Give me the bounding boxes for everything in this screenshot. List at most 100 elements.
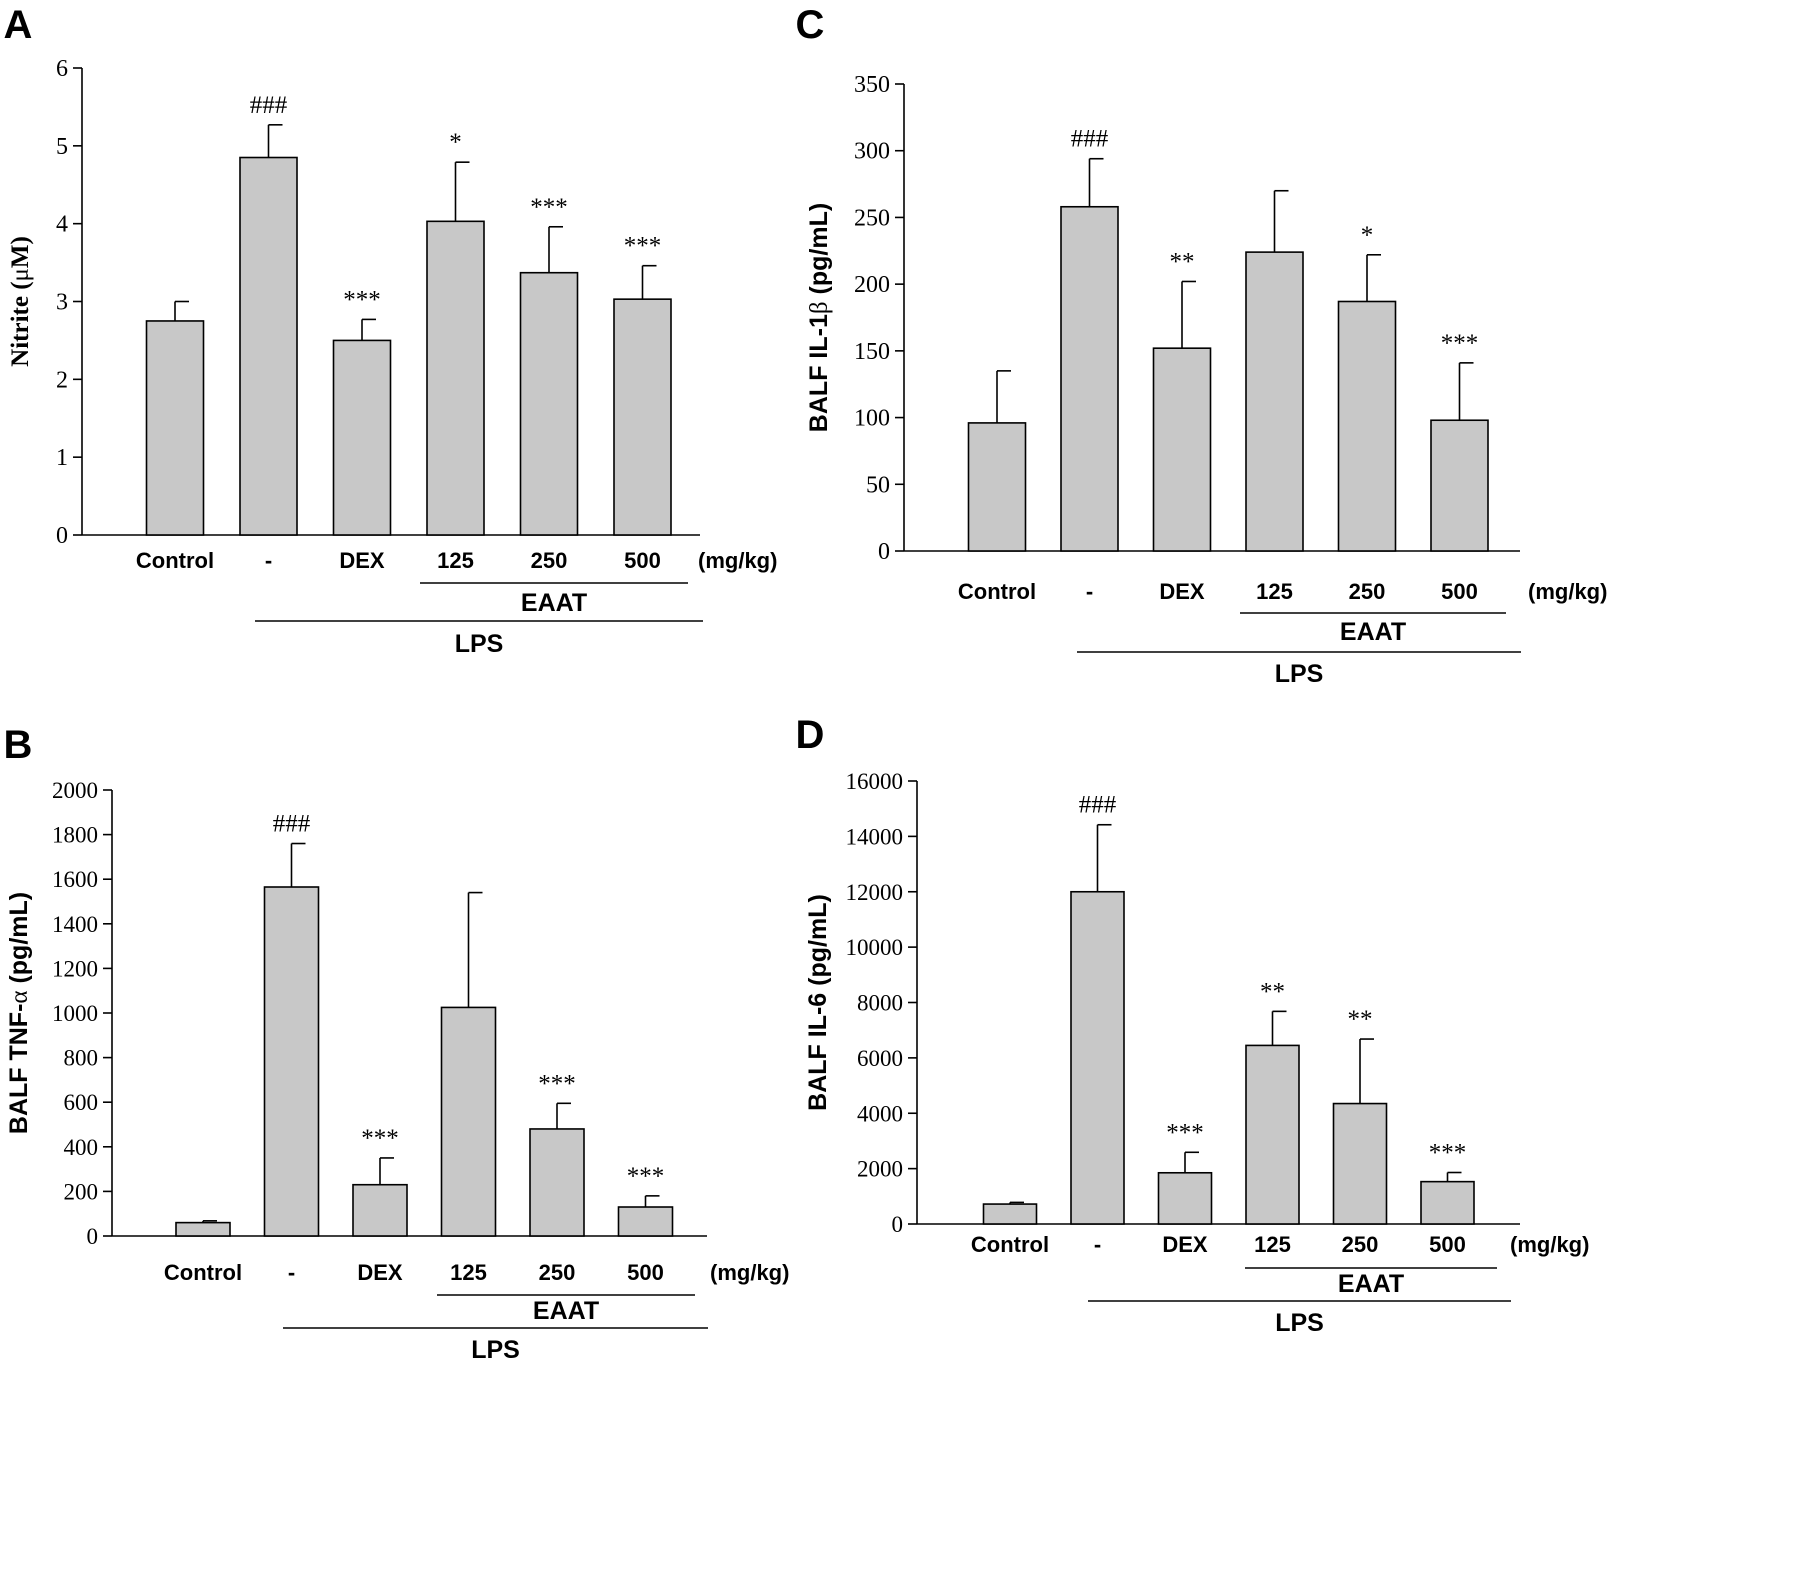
y-tick-label: 0 (56, 523, 68, 549)
y-axis-title-tail: (pg/mL) (805, 203, 833, 302)
eaat-group-label: EAAT (533, 1297, 599, 1325)
y-tick-label: 6 (56, 56, 68, 82)
x-category-label: 500 (627, 1260, 664, 1285)
significance-mark: *** (1441, 330, 1479, 357)
y-tick-label: 600 (64, 1090, 99, 1115)
panel-label: D (796, 713, 825, 757)
y-tick-label: 6000 (857, 1046, 903, 1071)
y-tick-label: 800 (64, 1046, 99, 1071)
y-axis-title-main: BALF IL-6 (pg/mL) (804, 894, 832, 1111)
y-tick-label: 10000 (846, 935, 904, 960)
bar (1157, 1171, 1213, 1225)
chart-panel-c: C 0 50 100 150 200 250 300 350 BALF IL-1β (pg/mL)… (796, 3, 1608, 688)
y-tick-label: 100 (854, 406, 890, 432)
bar (1152, 347, 1212, 552)
significance-mark: *** (1429, 1140, 1467, 1167)
bar (332, 339, 392, 536)
lps-group-label: LPS (1275, 660, 1324, 688)
y-axis-title-tail: M) (7, 236, 34, 268)
chart-panel-a: A 0 1 2 3 4 5 6 Nitrite (μM) Control ### - *** DEX * 12… (4, 3, 778, 658)
y-tick-label: 2 (56, 367, 68, 393)
eaat-group-label: EAAT (1338, 1270, 1404, 1298)
panel-label: A (4, 3, 33, 47)
x-unit-label: (mg/kg) (710, 1260, 789, 1285)
bar (1332, 1102, 1388, 1225)
y-tick-label: 14000 (846, 824, 904, 849)
x-category-label: DEX (1159, 579, 1205, 604)
significance-mark: ** (1170, 248, 1195, 275)
significance-mark: *** (343, 286, 381, 313)
x-category-label: DEX (1162, 1232, 1208, 1257)
bar (1070, 890, 1125, 1225)
x-category-label: 500 (1441, 579, 1478, 604)
lps-group-label: LPS (1275, 1309, 1324, 1337)
x-category-label: 500 (624, 548, 661, 573)
significance-mark: *** (538, 1070, 576, 1097)
chart-panel-b: B 0 200 400 600 800 1000 1200 1400 1600 1800 2000 BA… (4, 723, 790, 1364)
bar (1337, 300, 1397, 552)
bar (519, 271, 579, 536)
y-tick-label: 0 (892, 1212, 904, 1237)
y-tick-label: 50 (866, 472, 890, 498)
bar (529, 1128, 585, 1237)
bar (1430, 419, 1489, 552)
significance-mark: *** (627, 1163, 665, 1190)
x-category-label: Control (958, 579, 1036, 604)
significance-mark: *** (361, 1125, 399, 1152)
lps-group-label: LPS (471, 1336, 520, 1364)
y-axis-title: BALF TNF-α (pg/mL) (5, 892, 33, 1134)
significance-mark: * (449, 129, 462, 156)
y-tick-label: 400 (64, 1135, 99, 1160)
y-tick-label: 8000 (857, 991, 903, 1016)
bar (982, 1203, 1038, 1225)
x-category-label: 125 (1254, 1232, 1291, 1257)
x-category-label: - (288, 1260, 295, 1285)
y-tick-label: 350 (854, 72, 890, 98)
significance-mark: ** (1260, 978, 1285, 1005)
significance-mark: ### (1079, 792, 1117, 819)
y-axis-title-main: BALF IL-1 (805, 314, 833, 432)
x-category-label: 125 (437, 548, 474, 573)
y-tick-label: 1600 (52, 867, 98, 892)
bar (1245, 251, 1304, 552)
panel-label: C (796, 3, 825, 47)
x-category-label: DEX (357, 1260, 403, 1285)
bar (440, 1006, 497, 1237)
y-axis-title-symbol: α (6, 990, 33, 1003)
y-tick-label: 1400 (52, 912, 98, 937)
y-axis-title-symbol: μ (7, 268, 34, 281)
eaat-group-label: EAAT (521, 589, 587, 617)
y-axis-title-symbol: β (806, 301, 833, 314)
x-category-label: 125 (1256, 579, 1293, 604)
significance-mark: ### (273, 811, 311, 838)
x-unit-label: (mg/kg) (1510, 1232, 1589, 1257)
bar (426, 220, 485, 536)
x-category-label: 125 (450, 1260, 487, 1285)
significance-mark: ### (250, 92, 288, 119)
x-category-label: - (265, 548, 272, 573)
x-category-label: Control (136, 548, 214, 573)
x-category-label: 250 (531, 548, 568, 573)
x-category-label: - (1086, 579, 1093, 604)
y-tick-label: 0 (87, 1224, 99, 1249)
y-tick-label: 12000 (846, 880, 904, 905)
bar (263, 886, 320, 1237)
y-tick-label: 200 (64, 1179, 99, 1204)
bar (145, 320, 205, 536)
bar (1060, 205, 1119, 552)
x-category-label: DEX (339, 548, 385, 573)
bar (967, 422, 1027, 552)
significance-mark: * (1361, 222, 1374, 249)
x-category-label: 250 (1349, 579, 1386, 604)
bar (239, 156, 298, 536)
bar (613, 298, 672, 536)
y-tick-label: 200 (854, 272, 890, 298)
x-category-label: 250 (1342, 1232, 1379, 1257)
x-unit-label: (mg/kg) (698, 548, 777, 573)
bar (352, 1183, 408, 1237)
x-unit-label: (mg/kg) (1528, 579, 1607, 604)
y-tick-label: 1 (56, 445, 68, 471)
y-tick-label: 1800 (52, 823, 98, 848)
